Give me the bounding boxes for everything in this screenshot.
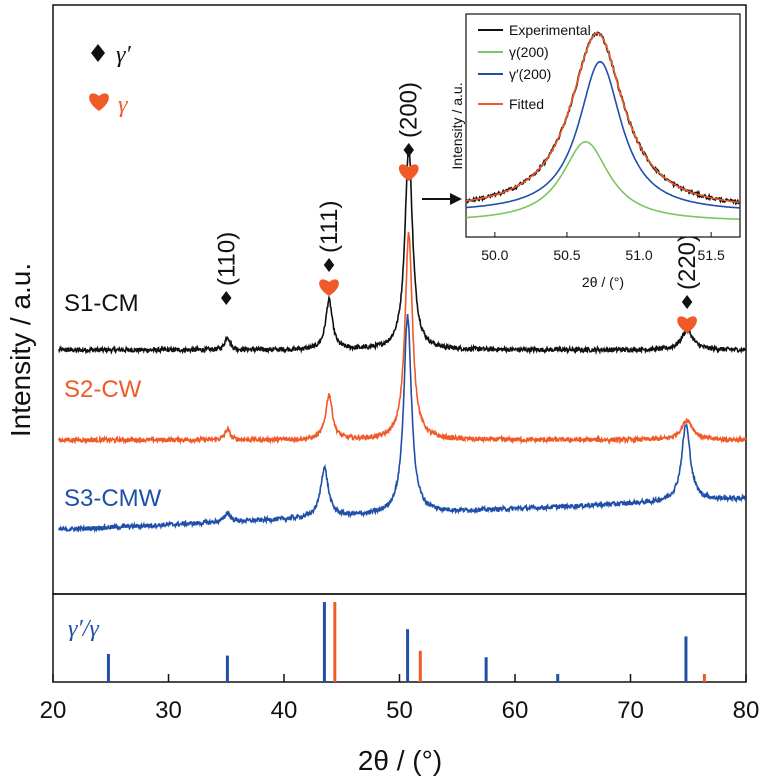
legend: γ′ γ <box>89 42 131 118</box>
peak-marker-0-diamond <box>221 291 232 305</box>
inset-x-tick-label-0: 50.0 <box>481 247 508 263</box>
sample-label-s3: S3-CMW <box>64 485 162 512</box>
hkl-label-1: (111) <box>316 201 343 253</box>
x-tick-label-6: 80 <box>733 697 760 724</box>
legend-gamma-prime-label: γ′ <box>116 42 131 68</box>
inset-legend-gamma-prime: γ′(200) <box>509 66 551 82</box>
legend-gamma-label: γ <box>118 92 128 118</box>
peak-marker-2-diamond <box>403 143 414 157</box>
peak-marker-1-heart <box>319 279 339 296</box>
inset-series-line-1 <box>465 141 740 220</box>
inset-arrow <box>422 193 462 205</box>
legend-heart-marker <box>89 93 109 111</box>
x-tick-label-1: 30 <box>155 697 182 724</box>
inset-series-line-2 <box>465 60 740 209</box>
x-tick-label-0: 20 <box>40 697 67 724</box>
peak-marker-3-diamond <box>681 295 693 309</box>
sample-label-s2: S2-CW <box>64 376 142 403</box>
main-series-group <box>58 147 747 533</box>
x-tick-label-5: 70 <box>617 697 644 724</box>
inset-series-line-3 <box>465 32 740 204</box>
inset-legend-fitted: Fitted <box>509 96 544 112</box>
legend-diamond-marker <box>91 44 105 62</box>
inset-panel: 50.0 50.5 51.0 51.5 Experimental γ(200) γ′(… <box>449 13 741 290</box>
reference-panel-label: γ′/γ <box>68 616 99 642</box>
inset-arrow-head <box>450 193 462 205</box>
x-axis-ticks: 20 30 40 50 60 70 80 <box>40 674 760 724</box>
inset-x-tick-label-1: 50.5 <box>553 247 580 263</box>
inset-legend: Experimental γ(200) γ′(200) Fitted <box>478 22 591 112</box>
x-tick-label-3: 50 <box>386 697 413 724</box>
inset-series-group <box>465 31 740 220</box>
inset-x-tick-label-2: 51.0 <box>625 247 652 263</box>
x-tick-label-2: 40 <box>271 697 298 724</box>
peak-marker-3-heart <box>677 316 697 333</box>
inset-x-ticks: 50.0 50.5 51.0 51.5 <box>481 232 725 263</box>
inset-plot-frame <box>465 13 741 238</box>
series-line-2 <box>58 314 747 533</box>
peak-marker-1-diamond <box>323 258 335 272</box>
hkl-label-2: (200) <box>396 82 423 138</box>
sample-label-s1: S1-CM <box>64 290 139 317</box>
series-line-1 <box>58 231 747 446</box>
peak-annotations: (110) (111) (200) (220) <box>213 82 701 333</box>
hkl-label-0: (110) <box>213 232 240 286</box>
x-tick-label-4: 60 <box>502 697 529 724</box>
reference-panel-frame <box>52 593 747 683</box>
inset-legend-gamma: γ(200) <box>509 44 549 60</box>
peak-marker-2-heart <box>398 164 419 181</box>
series-line-0 <box>58 147 747 356</box>
x-axis-label: 2θ / (°) <box>358 745 442 776</box>
inset-y-axis-label: Intensity / a.u. <box>449 82 465 169</box>
inset-x-axis-label: 2θ / (°) <box>582 274 624 290</box>
reference-lines-group <box>106 602 706 682</box>
inset-x-tick-label-3: 51.5 <box>698 247 725 263</box>
y-axis-label: Intensity / a.u. <box>5 263 36 437</box>
hkl-label-3: (220) <box>674 234 701 290</box>
inset-legend-experimental: Experimental <box>509 22 591 38</box>
